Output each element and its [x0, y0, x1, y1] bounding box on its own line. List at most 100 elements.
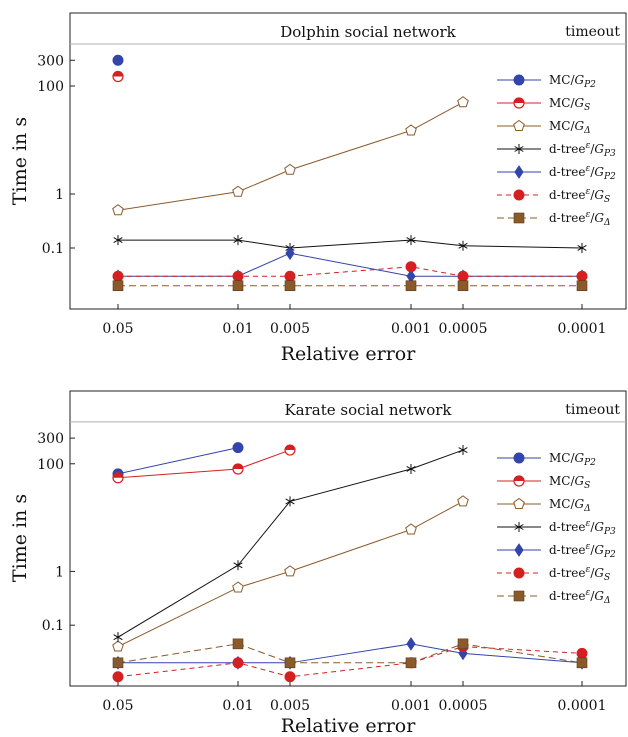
- y-tick-label: 100: [37, 457, 64, 473]
- series-line: [118, 266, 582, 277]
- data-point: [112, 671, 124, 683]
- legend-marker: [513, 475, 525, 487]
- series-line: [118, 252, 582, 277]
- data-point: [285, 246, 295, 261]
- data-point-fill: [285, 445, 295, 451]
- data-point: [406, 235, 416, 246]
- data-point: [233, 235, 243, 246]
- legend-marker-fill: [514, 98, 524, 103]
- data-point: [112, 54, 124, 66]
- x-tick-label: 0.001: [391, 698, 431, 714]
- data-point: [232, 638, 244, 650]
- chart-title: Dolphin social network: [280, 23, 456, 41]
- data-point: [457, 96, 469, 108]
- legend-label: MC/GP2: [549, 73, 596, 90]
- x-tick-label: 0.0005: [439, 321, 488, 337]
- legend-label: d-treeε/GP3: [549, 141, 616, 159]
- data-point: [405, 523, 417, 535]
- data-point: [457, 280, 469, 292]
- series-line: [117, 643, 583, 664]
- series-line: [117, 449, 291, 479]
- data-point: [232, 581, 244, 593]
- legend-marker: [513, 97, 525, 109]
- y-tick-label: 300: [37, 53, 64, 69]
- data-point: [112, 640, 124, 652]
- legend-marker: [513, 74, 525, 86]
- legend-marker: [513, 567, 525, 579]
- data-point: [405, 657, 417, 669]
- data-point: [112, 70, 124, 83]
- data-point: [284, 671, 296, 683]
- data-point: [284, 270, 296, 282]
- data-point: [112, 657, 124, 669]
- series-5: [113, 246, 587, 284]
- x-tick-label: 0.05: [102, 698, 133, 714]
- y-tick-label: 100: [37, 79, 64, 95]
- series-3: [112, 495, 469, 652]
- legend-marker: [513, 212, 525, 224]
- series-6: [112, 641, 588, 683]
- series-2: [112, 70, 124, 83]
- x-tick-label: 0.01: [222, 321, 253, 337]
- y-axis-label: Time in s: [9, 117, 31, 205]
- legend: MC/GP2 MC/GS MC/GΔ d-treeε/GP3 d-treeε/GP2 d-…: [497, 451, 616, 606]
- data-point: [457, 270, 469, 282]
- legend-marker: [513, 119, 525, 131]
- data-point: [112, 472, 124, 484]
- legend-label: d-treeε/GΔ: [549, 588, 610, 606]
- data-point: [458, 445, 468, 456]
- data-point: [232, 442, 244, 454]
- series-5: [113, 636, 587, 670]
- legend-label: d-treeε/GP2: [549, 164, 616, 182]
- data-point: [284, 565, 296, 577]
- data-point: [113, 632, 123, 643]
- x-axis-label: Relative error: [281, 715, 417, 737]
- series-4: [113, 445, 468, 643]
- y-tick-label: 1: [55, 564, 64, 580]
- plot-frame: [69, 390, 627, 687]
- x-tick-label: 0.05: [102, 321, 133, 337]
- series-7: [112, 280, 588, 292]
- y-tick-label: 0.1: [42, 618, 64, 634]
- data-point: [284, 657, 296, 669]
- legend-label: d-treeε/GS: [549, 187, 610, 205]
- data-point: [112, 204, 124, 216]
- x-axis-label: Relative error: [281, 343, 417, 365]
- series-6: [112, 261, 588, 282]
- data-point: [576, 647, 588, 659]
- legend-label: MC/GΔ: [549, 497, 591, 514]
- y-tick-label: 1: [55, 187, 64, 203]
- x-tick-label: 0.001: [391, 321, 431, 337]
- data-point: [232, 463, 244, 475]
- data-point-fill: [113, 71, 123, 77]
- data-point: [232, 657, 244, 669]
- data-point: [405, 280, 417, 292]
- legend-marker: [513, 590, 525, 602]
- x-tick-label: 0.0001: [558, 321, 607, 337]
- series-line: [117, 101, 464, 211]
- chart-2: timeout Karate social network 0.1 1 100 300 0.…: [9, 390, 627, 737]
- series-line: [117, 449, 464, 638]
- data-point: [576, 280, 588, 292]
- data-point: [406, 636, 416, 651]
- timeout-label: timeout: [565, 24, 620, 40]
- legend-label: d-treeε/GP2: [549, 542, 616, 560]
- legend-label: d-treeε/GS: [549, 565, 610, 583]
- series-line: [117, 447, 239, 475]
- x-tick-label: 0.0001: [558, 698, 607, 714]
- data-point: [284, 444, 296, 456]
- series-1: [112, 54, 124, 66]
- data-point: [576, 657, 588, 669]
- legend-marker: [514, 543, 524, 557]
- data-point: [457, 638, 469, 650]
- series-3: [112, 96, 469, 216]
- timeout-label: timeout: [565, 402, 620, 418]
- data-point: [458, 240, 468, 251]
- legend-label: d-treeε/GP3: [549, 519, 616, 537]
- series-line: [117, 646, 583, 678]
- data-point-fill: [233, 463, 243, 469]
- legend-marker: [513, 497, 525, 509]
- series-7: [112, 638, 588, 669]
- data-point: [285, 496, 295, 507]
- legend-marker: [514, 165, 524, 179]
